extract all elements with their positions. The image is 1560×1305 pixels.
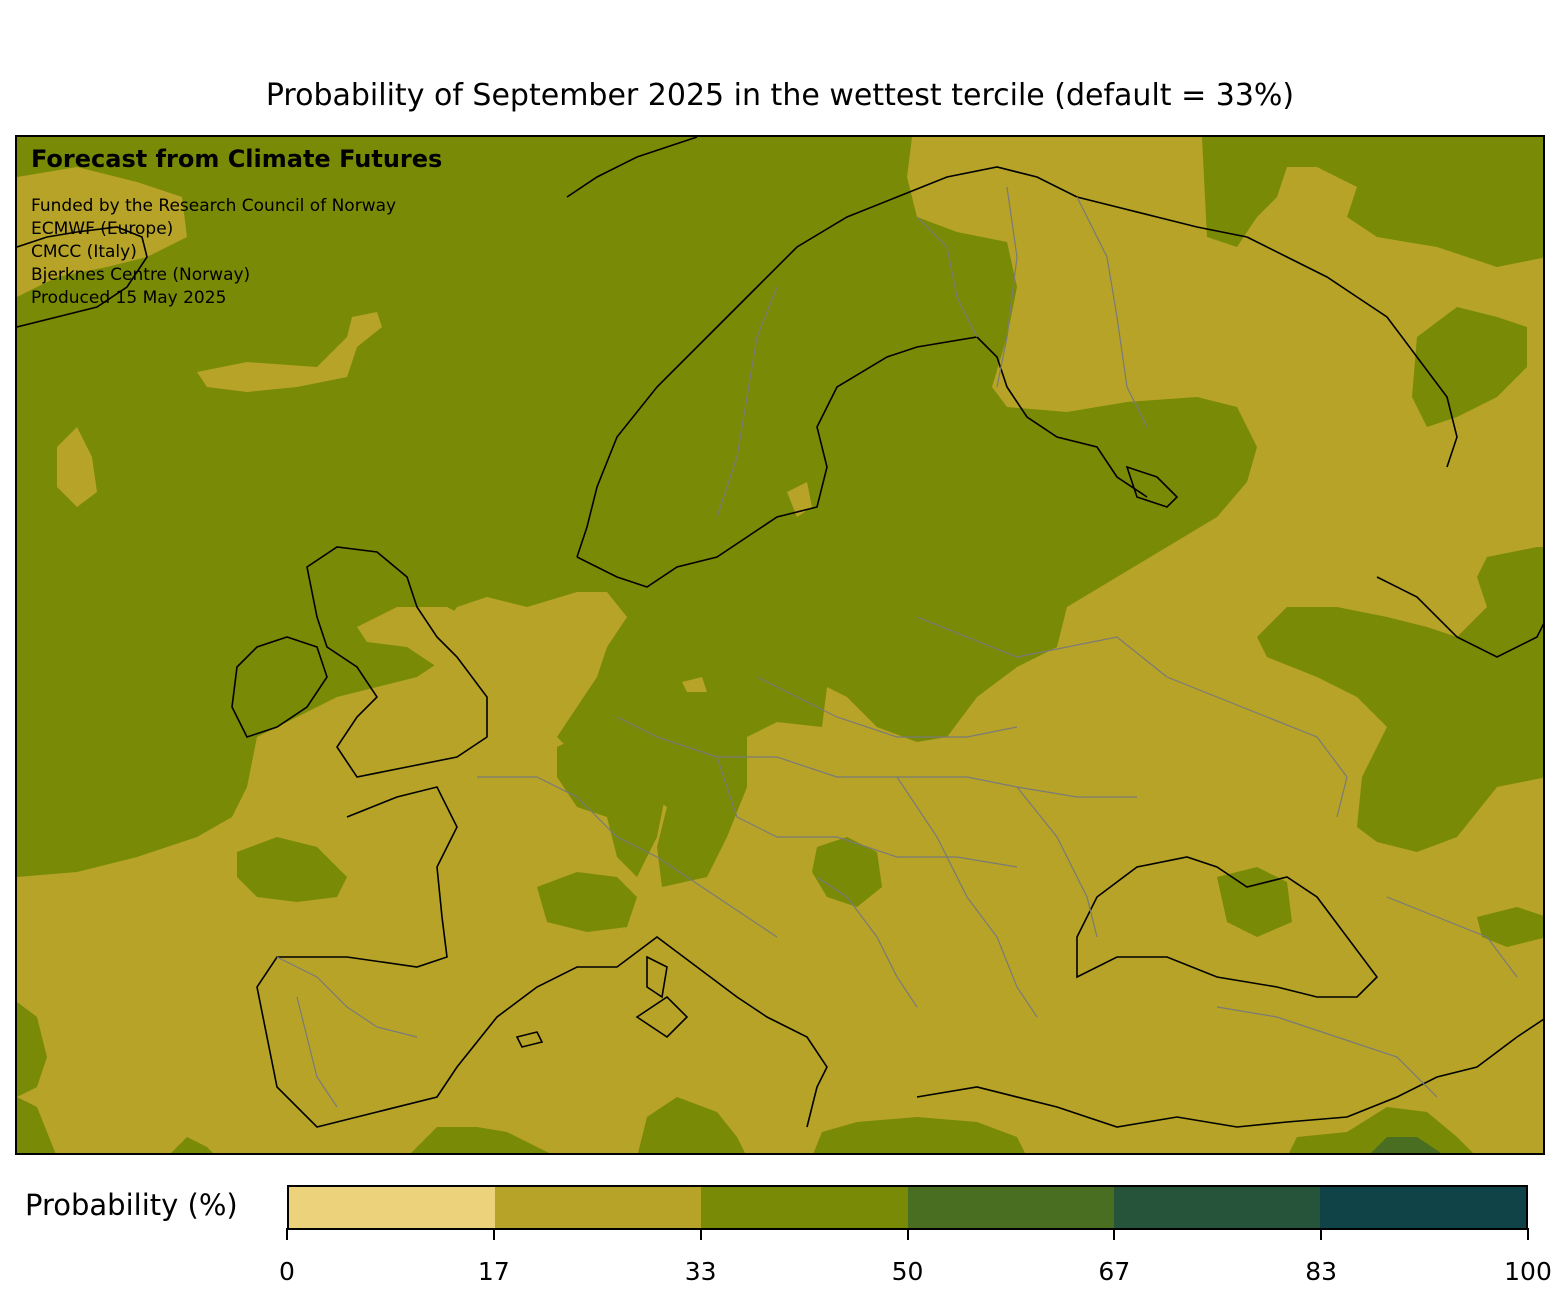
colorbar-segment — [495, 1187, 702, 1228]
colorbar-tick-label: 33 — [684, 1257, 717, 1286]
credit-line: Funded by the Research Council of Norway — [31, 196, 397, 216]
class-33-50-patch-alps — [537, 872, 637, 932]
colorbar — [287, 1185, 1528, 1230]
map-title: Probability of September 2025 in the wet… — [265, 78, 1295, 113]
class-50-67-patch-se — [1371, 1137, 1441, 1153]
class-17-33-iceland-patch — [197, 312, 382, 392]
class-33-50-patch-caspian — [1477, 907, 1543, 947]
colorbar-tick-label: 17 — [477, 1257, 510, 1286]
forecast-map[interactable]: Forecast from Climate Futures Funded by … — [15, 135, 1545, 1155]
credit-line: CMCC (Italy) — [31, 242, 137, 262]
class-17-33-north-sea — [357, 607, 487, 667]
class-17-33-patch-sweden — [787, 482, 812, 517]
class-33-50-patch-hungary — [812, 837, 882, 907]
colorbar-segment — [701, 1187, 908, 1228]
credit-line: ECMWF (Europe) — [31, 219, 174, 239]
colorbar-tick — [286, 1228, 288, 1240]
class-33-50-region-ne — [1202, 137, 1543, 267]
colorbar-segment — [1319, 1187, 1527, 1228]
class-17-33-patch-netherlands — [682, 677, 707, 692]
country-borders — [276, 186, 1518, 1108]
class-33-50-patch-africa2 — [638, 1097, 745, 1153]
class-33-50-patch-urals — [1412, 307, 1527, 427]
colorbar-label: Probability (%) — [25, 1188, 238, 1222]
class-33-50-region-north — [17, 137, 1257, 887]
map-canvas — [17, 137, 1543, 1153]
colorbar-tick — [1113, 1228, 1116, 1240]
credits-block: Forecast from Climate Futures Funded by … — [31, 145, 442, 310]
colorbar-tick-label: 50 — [891, 1257, 924, 1286]
credit-line: Produced 15 May 2025 — [31, 288, 227, 308]
colorbar-tick — [1320, 1228, 1323, 1240]
class-33-50-patch-africa1 — [411, 1127, 549, 1153]
colorbar-tick — [492, 1228, 495, 1240]
class-33-50-patch-africa0 — [171, 1137, 213, 1153]
colorbar-segment — [1113, 1187, 1320, 1228]
colorbar-segment — [907, 1187, 1114, 1228]
class-33-50-patch-sw — [17, 1002, 47, 1097]
class-17-33-patch-west — [57, 427, 97, 507]
class-33-50-region-east — [1257, 547, 1543, 852]
colorbar-tick — [1527, 1228, 1529, 1240]
class-33-50-patch-africa3 — [813, 1117, 1025, 1153]
colorbar-segment — [289, 1187, 496, 1228]
coastlines — [17, 137, 1543, 1128]
colorbar-tick-label: 0 — [279, 1257, 295, 1286]
credit-line: Bjerknes Centre (Norway) — [31, 265, 251, 285]
class-17-33-patch-nw — [17, 167, 187, 297]
colorbar-tick — [906, 1228, 909, 1240]
colorbar-tick-label: 67 — [1098, 1257, 1131, 1286]
class-33-50-patch-france — [237, 837, 347, 902]
credits-heading: Forecast from Climate Futures — [31, 145, 443, 173]
colorbar-tick-label: 100 — [1504, 1257, 1552, 1286]
colorbar-tick-label: 83 — [1305, 1257, 1338, 1286]
colorbar-tick — [699, 1228, 702, 1240]
class-33-50-patch-caucasus — [1217, 867, 1292, 937]
class-33-50-patch-se — [1289, 1107, 1473, 1153]
class-33-50-patch-sw2 — [17, 1097, 56, 1153]
class-33-50-region-lowcountries — [557, 717, 667, 877]
